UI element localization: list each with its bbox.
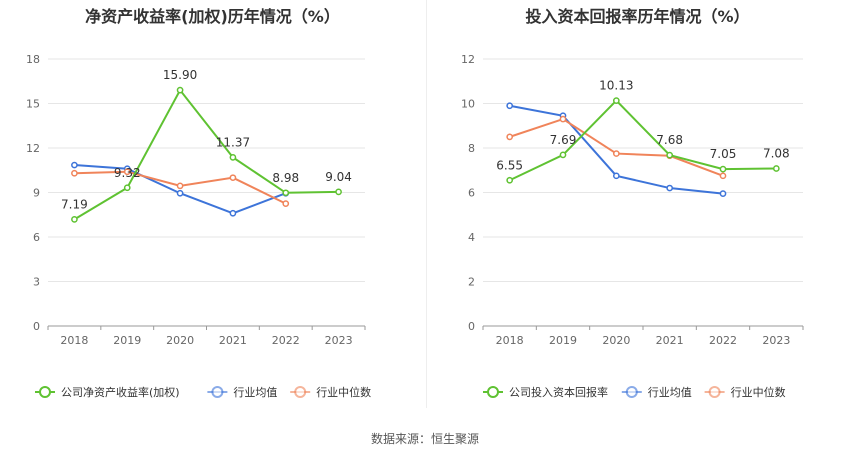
data-point <box>719 190 727 197</box>
y-tick-label: 15 <box>26 98 40 111</box>
data-point <box>666 151 674 159</box>
x-tick-label: 2019 <box>549 334 577 347</box>
data-point <box>335 188 342 196</box>
data-label: 6.55 <box>496 158 523 172</box>
data-point <box>229 209 237 217</box>
x-tick-label: 2021 <box>219 334 247 347</box>
legend-marker <box>39 386 51 398</box>
data-point <box>123 168 131 176</box>
data-label: 8.98 <box>272 171 299 185</box>
legend-marker <box>708 386 721 398</box>
data-point <box>719 172 727 180</box>
data-point <box>176 86 184 94</box>
data-label: 11.37 <box>216 135 250 149</box>
data-point <box>506 133 514 141</box>
x-tick-label: 2021 <box>656 334 684 347</box>
series-line <box>73 88 339 221</box>
data-label: 9.04 <box>325 170 352 184</box>
y-tick-label: 0 <box>468 320 475 333</box>
data-point <box>282 189 290 197</box>
y-tick-label: 12 <box>461 53 475 66</box>
footer-source: 恒生聚源 <box>431 432 480 446</box>
legend-label: 行业中位数 <box>731 385 786 399</box>
data-label: 7.68 <box>656 133 683 147</box>
legend-label: 行业均值 <box>648 386 692 399</box>
y-tick-label: 6 <box>468 187 475 200</box>
y-tick-label: 18 <box>26 53 40 66</box>
data-label: 7.05 <box>710 147 737 161</box>
data-point <box>71 215 78 223</box>
data-point <box>229 174 237 182</box>
y-tick-label: 8 <box>468 142 475 155</box>
data-label: 9.32 <box>114 166 141 180</box>
roe-chart: 0 3 6 9 12 15 18 2018 2019 2020 2021 2022 2023 7.19 9.… <box>26 53 371 399</box>
data-point <box>612 172 620 180</box>
data-point <box>559 151 567 159</box>
data-point <box>71 169 78 177</box>
panel-divider <box>426 0 427 408</box>
legend-marker <box>487 386 499 398</box>
data-point <box>559 115 567 123</box>
y-tick-label: 0 <box>33 320 40 333</box>
data-label: 7.69 <box>550 133 577 147</box>
chart-title-roic: 投入资本回报率历年情况（%） <box>525 7 750 26</box>
x-tick-label: 2022 <box>272 334 300 347</box>
x-tick-label: 2018 <box>60 334 88 347</box>
data-point <box>719 165 727 173</box>
legend-label: 公司净资产收益率(加权) <box>61 385 180 399</box>
y-tick-label: 10 <box>461 98 475 111</box>
data-point <box>282 200 290 207</box>
legend-marker <box>294 386 307 398</box>
data-point <box>612 97 620 104</box>
series-line <box>509 117 724 177</box>
data-point <box>506 102 514 110</box>
legend-marker <box>211 386 224 398</box>
x-tick-label: 2022 <box>709 334 737 347</box>
x-tick-label: 2018 <box>496 334 524 347</box>
data-label: 7.08 <box>763 146 790 160</box>
y-tick-label: 4 <box>468 231 475 244</box>
data-point <box>176 182 184 190</box>
x-tick-label: 2020 <box>166 334 194 347</box>
data-point <box>612 150 620 157</box>
data-point <box>176 189 184 197</box>
y-tick-label: 6 <box>33 231 40 244</box>
chart-title-roe: 净资产收益率(加权)历年情况（%） <box>85 7 340 26</box>
series-line <box>509 104 724 195</box>
legend-label: 行业中位数 <box>316 385 371 399</box>
data-label: 7.19 <box>61 197 88 211</box>
x-tick-label: 2019 <box>113 334 141 347</box>
x-tick-label: 2023 <box>325 334 353 347</box>
data-point <box>71 161 78 169</box>
legend-label: 公司投入资本回报率 <box>509 385 608 399</box>
data-point <box>506 176 514 184</box>
y-tick-label: 2 <box>468 276 475 289</box>
footer-label: 数据来源： <box>370 432 431 446</box>
data-point <box>123 184 131 192</box>
series-line <box>509 99 777 182</box>
y-tick-label: 3 <box>33 276 40 289</box>
x-tick-label: 2023 <box>762 334 790 347</box>
data-source-footer: 数据来源：恒生聚源 <box>0 430 850 447</box>
y-tick-label: 12 <box>26 142 40 155</box>
data-point <box>772 165 780 172</box>
roic-chart: 0 2 4 6 8 10 12 2018 2019 2020 2021 2022 2023 6.55 7.6… <box>461 53 804 399</box>
legend-label: 行业均值 <box>233 386 277 399</box>
y-tick-label: 9 <box>33 187 40 200</box>
data-label: 10.13 <box>599 79 633 93</box>
x-tick-label: 2020 <box>602 334 630 347</box>
legend-marker <box>625 386 638 398</box>
data-point <box>229 153 237 161</box>
data-point <box>666 184 674 192</box>
data-label: 15.90 <box>163 68 197 82</box>
